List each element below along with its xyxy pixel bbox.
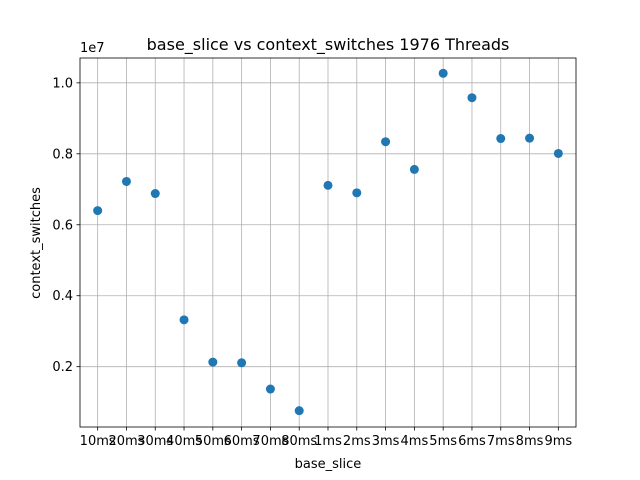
y-tick-label: 0.4	[52, 289, 73, 304]
y-tick-label: 0.8	[52, 147, 73, 162]
scatter-point	[179, 315, 189, 325]
x-tick-label: 1ms	[314, 434, 342, 449]
scatter-point	[265, 384, 275, 394]
chart-title: base_slice vs context_switches 1976 Thre…	[147, 35, 510, 55]
scatter-point	[553, 148, 563, 158]
scatter-point	[496, 134, 506, 144]
x-tick-label: 4ms	[401, 434, 429, 449]
x-tick-label: 60ms	[224, 434, 260, 449]
y-tick-label: 1.0	[52, 76, 73, 91]
scatter-point	[93, 206, 103, 216]
scatter-point	[121, 176, 131, 186]
scatter-point	[352, 188, 362, 198]
data-points	[93, 68, 563, 416]
x-tick-label: 10ms	[80, 434, 116, 449]
scatter-point	[381, 137, 391, 147]
x-tick-label: 9ms	[544, 434, 572, 449]
scatter-point	[208, 357, 218, 367]
x-tick-label: 8ms	[516, 434, 544, 449]
x-tick-label: 7ms	[487, 434, 515, 449]
scatter-point	[323, 180, 333, 190]
x-tick-label: 80ms	[281, 434, 317, 449]
y-axis-label: context_switches	[29, 187, 44, 299]
x-tick-label: 2ms	[343, 434, 371, 449]
plot-frame	[79, 57, 577, 428]
x-tick-label: 50ms	[195, 434, 231, 449]
scatter-point	[237, 358, 247, 368]
x-tick-label: 3ms	[372, 434, 400, 449]
scatter-point	[525, 133, 535, 143]
y-tick-label: 0.6	[52, 218, 73, 233]
y-offset-label: 1e7	[80, 41, 105, 56]
x-tick-label: 70ms	[252, 434, 288, 449]
x-tick-label: 5ms	[429, 434, 457, 449]
x-tick-label: 30ms	[137, 434, 173, 449]
y-tick-label: 0.2	[52, 360, 73, 375]
scatter-point	[409, 164, 419, 174]
x-tick-label: 20ms	[108, 434, 144, 449]
scatter-point	[467, 93, 477, 103]
scatter-point	[294, 406, 304, 416]
x-axis-label: base_slice	[295, 457, 362, 472]
scatter-point	[150, 189, 160, 199]
x-tick-label: 6ms	[458, 434, 486, 449]
scatter-point	[438, 68, 448, 78]
x-tick-label: 40ms	[166, 434, 202, 449]
grid-lines	[80, 58, 576, 427]
